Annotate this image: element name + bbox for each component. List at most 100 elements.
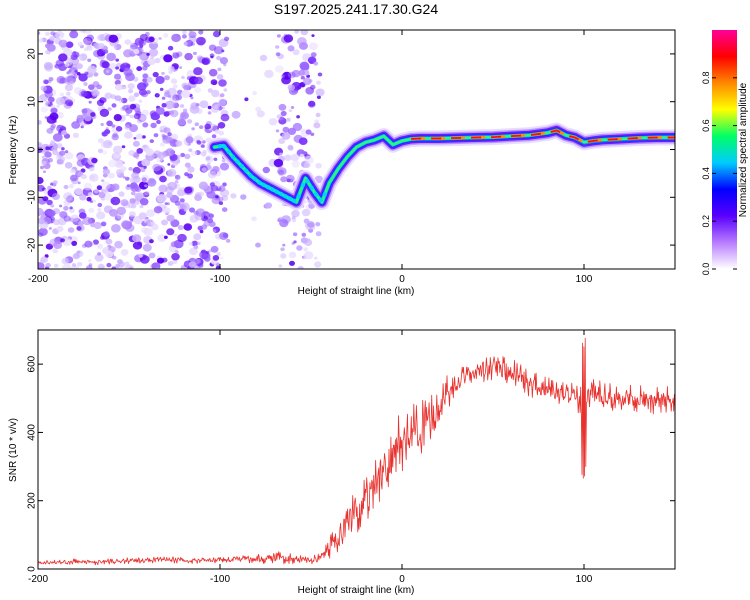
spectrogram-noise-cell	[118, 191, 125, 197]
spectrogram-noise-cell	[311, 34, 315, 37]
spectrogram-noise-cell	[56, 143, 63, 149]
spectrogram-noise-cell	[181, 34, 187, 39]
spectrogram-noise-cell	[50, 204, 55, 208]
spectrogram-noise-cell	[41, 160, 47, 166]
spectrogram-noise-cell	[187, 166, 195, 173]
spectrogram-noise-cell	[38, 262, 45, 269]
spectrogram-noise-cell	[190, 42, 195, 46]
spectrogram-noise-cell	[298, 137, 308, 145]
spectrogram-noise-cell	[45, 43, 51, 49]
spectrogram-noise-cell	[278, 138, 286, 144]
colorbar-label: Normalized spectral amplitude	[738, 82, 749, 217]
spectrogram-noise-cell	[158, 37, 162, 40]
spectrogram-noise-cell	[314, 261, 322, 268]
spectrogram-noise-cell	[82, 216, 92, 226]
spectrogram-noise-cell	[193, 233, 202, 241]
spectrogram-noise-cell	[111, 124, 116, 128]
spectrogram-noise-cell	[170, 241, 178, 248]
spectrogram-noise-cell	[129, 198, 136, 204]
spectrogram-noise-cell	[64, 162, 73, 169]
x-tick-label: -200	[28, 574, 48, 585]
spectrogram-x-axis-label: Height of straight line (km)	[298, 286, 415, 297]
spectrogram-noise-cell	[208, 213, 215, 219]
spectrogram-noise-cell	[293, 240, 297, 244]
spectrogram-noise-cell	[193, 67, 203, 76]
spectrogram-noise-cell	[240, 194, 247, 200]
spectrogram-noise-cell	[68, 184, 74, 189]
spectrogram-noise-cell	[103, 231, 110, 237]
signal-track-blob	[322, 192, 327, 197]
spectrogram-noise-cell	[88, 100, 92, 104]
x-tick-label: 100	[576, 574, 593, 585]
spectrogram-noise-cell	[48, 227, 53, 230]
spectrogram-noise-cell	[141, 177, 147, 182]
spectrogram-noise-cell	[184, 186, 193, 194]
spectrogram-noise-cell	[161, 219, 168, 226]
spectrogram-noise-cell	[88, 207, 95, 213]
spectrogram-noise-cell	[148, 36, 155, 43]
spectrogram-noise-cell	[159, 175, 167, 183]
spectrogram-noise-cell	[172, 52, 176, 55]
spectrogram-noise-cell	[46, 199, 53, 206]
spectrogram-noise-cell	[303, 218, 310, 224]
spectrogram-noise-cell	[62, 263, 72, 269]
spectrogram-noise-cell	[71, 265, 80, 269]
spectrogram-noise-cell	[86, 45, 93, 51]
spectrogram-noise-cell	[158, 184, 168, 193]
spectrogram-noise-cell	[207, 105, 212, 110]
spectrogram-noise-cell	[50, 123, 57, 129]
spectrogram-noise-cell	[207, 111, 212, 115]
spectrogram-noise-cell	[38, 31, 41, 35]
spectrogram-noise-cell	[69, 67, 78, 75]
spectrogram-noise-cell	[83, 182, 93, 191]
spectrogram-noise-cell	[93, 72, 99, 77]
spectrogram-noise-cell	[222, 182, 227, 187]
spectrogram-noise-cell	[167, 181, 178, 191]
colorbar-tick-label: 0.2	[701, 215, 711, 228]
spectrogram-noise-cell	[113, 145, 123, 154]
spectrogram-noise-cell	[38, 184, 45, 192]
spectrogram-noise-cell	[182, 108, 188, 113]
signal-track-blob	[287, 196, 293, 201]
spectrogram-noise-cell	[180, 111, 189, 120]
spectrogram-noise-cell	[114, 240, 123, 249]
spectrogram-noise-cell	[133, 49, 140, 55]
spectrogram-noise-cell	[123, 68, 133, 77]
spectrogram-noise-cell	[96, 185, 103, 191]
spectrogram-noise-cell	[139, 255, 150, 264]
spectrogram-noise-cell	[196, 55, 204, 61]
spectrogram-noise-cell	[297, 265, 304, 269]
signal-track-peak	[411, 129, 675, 144]
spectrogram-noise-cell	[308, 100, 316, 107]
spectrogram-noise-cell	[316, 95, 321, 100]
spectrogram-noise-cell	[108, 159, 117, 168]
spectrogram-noise-cell	[167, 163, 171, 166]
spectrogram-noise-cell	[198, 30, 204, 35]
spectrogram-noise-cell	[156, 257, 165, 264]
spectrogram-noise-cell	[124, 264, 134, 269]
spectrogram-noise-cell	[103, 189, 109, 193]
spectrogram-noise-cell	[177, 118, 187, 126]
spectrogram-noise-cell	[79, 194, 87, 201]
spectrogram-noise-cell	[109, 62, 117, 70]
spectrogram-noise-cell	[148, 252, 156, 259]
spectrogram-noise-cell	[114, 160, 124, 168]
spectrogram-noise-cell	[152, 163, 162, 172]
spectrogram-noise-cell	[43, 170, 46, 173]
spectrogram-noise-cell	[63, 215, 71, 222]
spectrogram-noise-cell	[291, 69, 301, 78]
spectrogram-noise-cell	[53, 241, 63, 250]
spectrogram-noise-cell	[170, 219, 180, 228]
spectrogram-noise-cell	[214, 129, 221, 135]
spectrogram-noise-cell	[282, 126, 290, 133]
spectrogram-noise-cell	[207, 170, 217, 179]
spectrogram-noise-cell	[86, 265, 93, 269]
spectrogram-noise-cell	[290, 106, 295, 109]
signal-track-blob	[305, 178, 310, 184]
spectrogram-noise-cell	[68, 81, 75, 86]
spectrogram-noise-cell	[38, 207, 44, 216]
spectrogram-noise-cell	[49, 36, 55, 41]
spectrogram-noise-cell	[144, 184, 148, 188]
spectrogram-noise-cell	[59, 92, 65, 97]
spectrogram-noise-cell	[101, 61, 110, 69]
